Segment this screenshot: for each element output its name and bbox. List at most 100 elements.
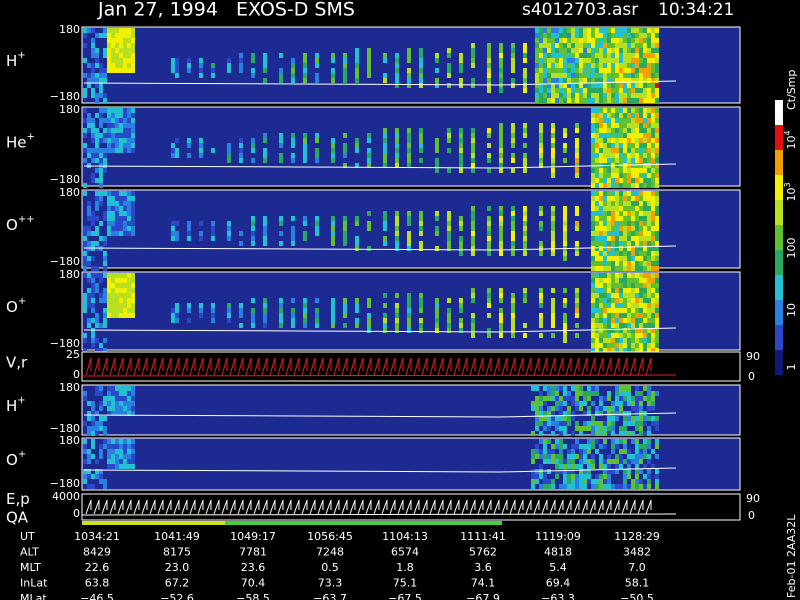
spectrum-cell <box>563 63 567 68</box>
spectrum-cell <box>459 323 463 328</box>
spectrum-cell <box>599 323 603 328</box>
spectrum-cell <box>499 53 503 58</box>
spectrum-cell <box>127 231 131 236</box>
spectrum-cell <box>115 313 119 318</box>
spectrum-cell <box>615 78 619 83</box>
spectrum-cell <box>603 143 607 148</box>
spectrum-cell <box>647 241 651 246</box>
spectrum-cell <box>107 386 111 391</box>
spectrum-cell <box>91 216 95 221</box>
spectrum-cell <box>603 474 607 479</box>
spectrum-cell <box>655 113 659 118</box>
spectrum-cell <box>623 288 627 293</box>
spectrum-cell <box>603 93 607 98</box>
spectrum-cell <box>575 68 579 73</box>
spectrum-cell <box>643 201 647 206</box>
spectrum-cell <box>623 118 627 123</box>
spectrum-cell <box>591 278 595 283</box>
spectrum-cell <box>499 236 503 241</box>
spectrum-cell <box>579 454 583 459</box>
spectrum-cell <box>591 78 595 83</box>
spectrum-cell <box>119 391 123 396</box>
spectrum-cell <box>647 293 651 298</box>
spectrum-cell <box>619 158 623 163</box>
spectrum-cell <box>591 206 595 211</box>
spectrum-cell <box>599 343 603 348</box>
spectrum-cell <box>623 143 627 148</box>
axis-top: 180 <box>59 381 80 394</box>
spectrum-cell <box>239 148 243 153</box>
spectrum-cell <box>611 426 615 431</box>
spectrum-cell <box>627 38 631 43</box>
spectrum-cell <box>107 454 111 459</box>
spectrum-cell <box>91 401 95 406</box>
spectrum-cell <box>91 338 95 343</box>
spectrum-cell <box>407 231 411 236</box>
spectrum-cell <box>395 293 399 298</box>
spectrum-cell <box>131 33 135 38</box>
spectrum-cell <box>603 138 607 143</box>
spectrum-cell <box>115 464 119 469</box>
axis-bottom: 0 <box>73 507 80 520</box>
spectrum-cell <box>619 396 623 401</box>
spectrum-cell <box>119 138 123 143</box>
spectrum-cell <box>575 43 579 48</box>
spectrum-cell <box>619 241 623 246</box>
spectrum-cell <box>603 469 607 474</box>
spectrum-cell <box>567 28 571 33</box>
spectrum-cell <box>103 261 107 266</box>
spectrum-cell <box>591 63 595 68</box>
spectrum-cell <box>599 454 603 459</box>
axis-bottom: −180 <box>50 90 80 103</box>
spectrum-cell <box>655 221 659 226</box>
spectrum-cell <box>511 43 515 48</box>
spectrum-cell <box>123 196 127 201</box>
spectrum-cell <box>563 53 567 58</box>
spectrum-cell <box>563 221 567 226</box>
spectrum-cell <box>103 191 107 196</box>
spectrum-cell <box>639 196 643 201</box>
spectrum-cell <box>639 293 643 298</box>
spectrum-cell <box>551 143 555 148</box>
spectrum-cell <box>655 283 659 288</box>
spectrum-cell <box>115 406 119 411</box>
spectrum-cell <box>603 266 607 271</box>
spectrum-cell <box>647 303 651 308</box>
spectrum-cell <box>575 308 579 313</box>
spectrum-cell <box>635 53 639 58</box>
spectrum-cell <box>115 278 119 283</box>
spectrum-cell <box>631 288 635 293</box>
spectrum-cell <box>587 48 591 53</box>
spectrum-cell <box>647 469 651 474</box>
spectrum-cell <box>447 226 451 231</box>
spectrum-cell <box>407 158 411 163</box>
spectrum-cell <box>643 333 647 338</box>
spectrum-cell <box>619 206 623 211</box>
spectrum-cell <box>579 58 583 63</box>
spectrum-cell <box>623 479 627 484</box>
spectrum-cell <box>119 38 123 43</box>
spectrum-cell <box>599 313 603 318</box>
spectrum-cell <box>511 333 515 338</box>
spectrum-cell <box>571 88 575 93</box>
spectrum-cell <box>279 78 283 83</box>
spectrum-cell <box>91 43 95 48</box>
spectrum-cell <box>115 206 119 211</box>
spectrum-cell <box>631 158 635 163</box>
spectrum-cell <box>619 143 623 148</box>
spectrum-cell <box>587 58 591 63</box>
spectrum-cell <box>575 58 579 63</box>
spectrum-cell <box>127 33 131 38</box>
spectrum-cell <box>643 93 647 98</box>
spectrum-cell <box>395 153 399 158</box>
spectrum-cell <box>315 231 319 236</box>
spectrum-cell <box>95 459 99 464</box>
colorbar-segment <box>775 200 783 225</box>
spectrum-cell <box>643 143 647 148</box>
spectrum-cell <box>131 313 135 318</box>
spectrum-cell <box>607 343 611 348</box>
spectrum-cell <box>111 283 115 288</box>
spectrum-cell <box>595 48 599 53</box>
spectrum-cell <box>487 231 491 236</box>
row-value: 75.1 <box>393 577 418 590</box>
